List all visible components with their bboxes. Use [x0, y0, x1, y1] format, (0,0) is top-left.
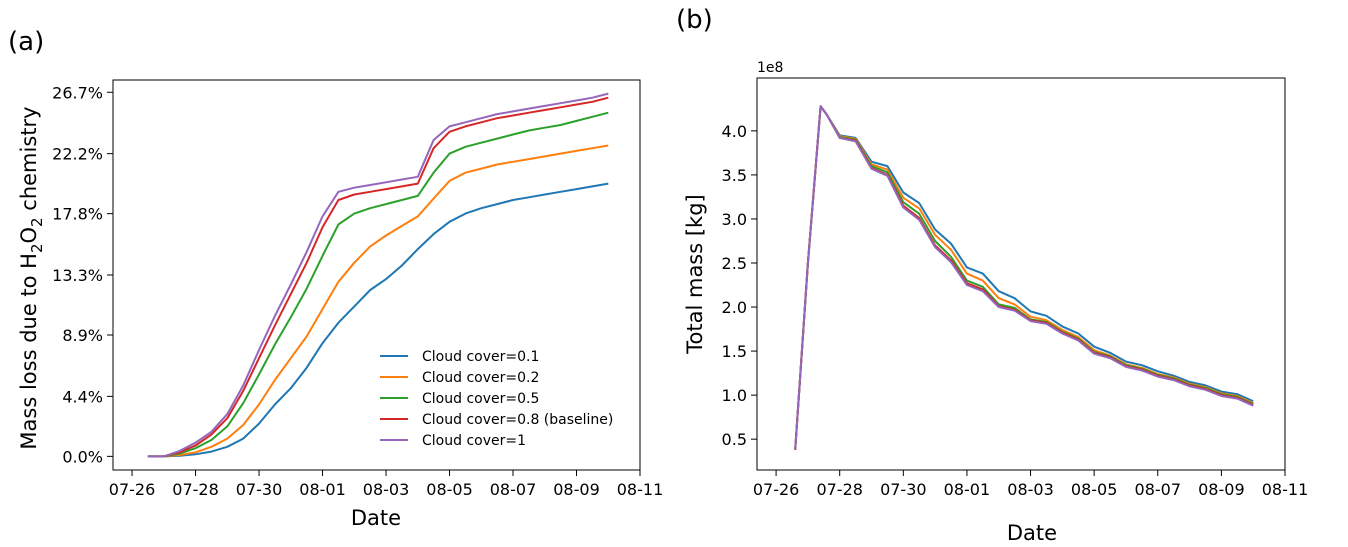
y-tick-label: 3.0: [722, 210, 747, 229]
y-tick-label: 0.0%: [62, 447, 103, 466]
x-tick-label: 08-11: [1262, 480, 1309, 499]
series-line-4: [794, 105, 1254, 450]
x-tick-label: 08-11: [617, 480, 664, 499]
y-tick-label: 4.0: [722, 122, 747, 141]
series-line-3: [794, 105, 1254, 450]
x-tick-label: 08-03: [1007, 480, 1054, 499]
y-tick-label: 1.0: [722, 386, 747, 405]
x-tick-label: 08-09: [553, 480, 600, 499]
x-tick-label: 08-03: [363, 480, 410, 499]
legend-label: Cloud cover=0.8 (baseline): [422, 412, 613, 428]
series-line-2: [794, 105, 1254, 450]
legend-label: Cloud cover=1: [422, 433, 526, 449]
y-tick-label: 0.5: [722, 430, 747, 449]
y-multiplier-b: 1e8: [757, 60, 783, 76]
x-tick-label: 08-07: [490, 480, 537, 499]
y-label-sub-1: 2: [28, 243, 46, 253]
series-line-2: [147, 144, 609, 458]
legend-label: Cloud cover=0.5: [422, 391, 539, 407]
y-axis-label-b: Total mass [kg]: [683, 194, 707, 354]
panel-label-b: (b): [676, 5, 713, 35]
series-line-5: [794, 105, 1254, 450]
x-tick-label: 07-26: [109, 480, 156, 499]
series-line-4: [147, 96, 609, 458]
series-line-5: [147, 92, 609, 458]
x-ticks-a: 07-26 07-28 07-30 08-01 08-03 08-05 08-07 08-09…: [109, 470, 663, 499]
panel-label-a: (a): [8, 27, 44, 57]
y-tick-label: 26.7%: [52, 83, 103, 102]
x-axis-label-a: Date: [351, 506, 401, 530]
y-tick-label: 1.5: [722, 342, 747, 361]
y-label-part-1: Mass loss due to H: [17, 253, 41, 450]
x-tick-label: 08-07: [1135, 480, 1182, 499]
y-tick-label: 8.9%: [62, 326, 103, 345]
x-tick-label: 07-30: [880, 480, 927, 499]
y-ticks-a: 0.0% 4.4% 8.9% 13.3% 17.8% 22.2% 26.7%: [52, 83, 113, 466]
y-label-part-2: O: [17, 227, 41, 244]
legend-label: Cloud cover=0.1: [422, 349, 539, 365]
x-tick-label: 07-28: [172, 480, 219, 499]
y-ticks-b: 0.5 1.0 1.5 2.0 2.5 3.0 3.5 4.0: [722, 122, 757, 449]
y-axis-label-a: Mass loss due to H2O2 chemistry: [17, 106, 46, 449]
x-tick-label: 08-01: [299, 480, 346, 499]
series-line-3: [147, 111, 609, 458]
y-tick-label: 17.8%: [52, 205, 103, 224]
y-tick-label: 2.0: [722, 298, 747, 317]
x-ticks-b: 07-26 07-28 07-30 08-01 08-03 08-05 08-07 08-09…: [753, 470, 1308, 499]
y-tick-label: 2.5: [722, 254, 747, 273]
x-tick-label: 08-01: [944, 480, 991, 499]
lines-a: [147, 92, 609, 458]
x-axis-label-b: Date: [1007, 521, 1057, 545]
series-line-1: [147, 182, 609, 458]
series-line-1: [794, 105, 1254, 450]
panel-a: (a) 07-26 07-28 07-30 08-01 08-03 08-05 08-07 0…: [8, 27, 663, 530]
legend-a: Cloud cover=0.1 Cloud cover=0.2 Cloud cove…: [380, 349, 613, 449]
y-tick-label: 13.3%: [52, 266, 103, 285]
x-tick-label: 08-05: [426, 480, 473, 499]
legend-label: Cloud cover=0.2: [422, 370, 539, 386]
y-label-sub-2: 2: [28, 217, 46, 227]
x-tick-label: 08-05: [1071, 480, 1118, 499]
panel-b: (b) 1e8 07-26 07-28 07-30 08-01 08-03 08-05 08…: [676, 5, 1308, 545]
plot-area-b: [756, 77, 1286, 471]
x-tick-label: 07-30: [236, 480, 283, 499]
y-tick-label: 3.5: [722, 166, 747, 185]
x-tick-label: 08-09: [1198, 480, 1245, 499]
y-label-part-3: chemistry: [17, 106, 41, 217]
y-tick-label: 4.4%: [62, 387, 103, 406]
lines-b: [794, 105, 1254, 450]
x-tick-label: 07-28: [816, 480, 863, 499]
x-tick-label: 07-26: [753, 480, 800, 499]
y-tick-label: 22.2%: [52, 145, 103, 164]
